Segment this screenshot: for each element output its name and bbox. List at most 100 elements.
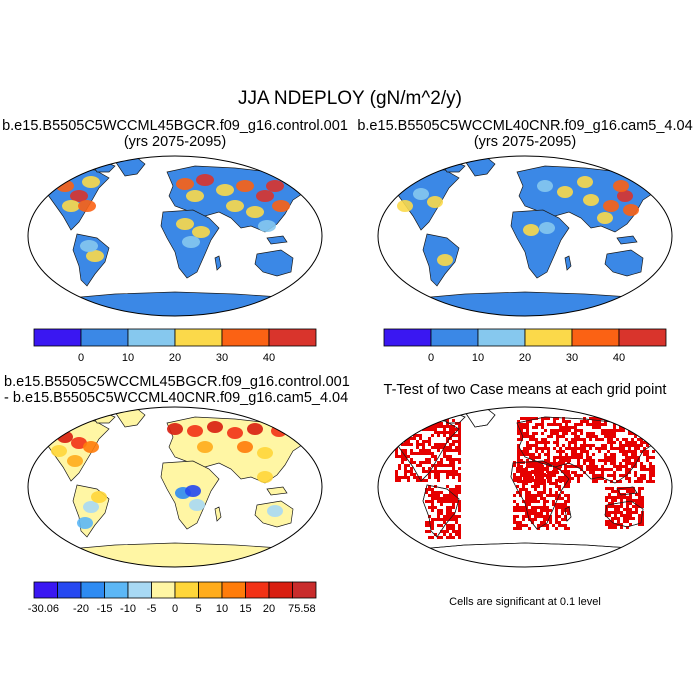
significant-cell: [452, 449, 455, 452]
significant-cell: [419, 461, 422, 464]
significant-cell: [534, 497, 537, 500]
significant-cell: [419, 434, 422, 437]
significant-cell: [543, 518, 546, 521]
significant-cell: [634, 453, 637, 456]
significant-cell: [422, 419, 425, 422]
field-patch: [227, 427, 243, 439]
significant-cell: [407, 431, 410, 434]
significant-cell: [592, 435, 595, 438]
field-patch: [91, 491, 107, 503]
colorbar-tick-label: -5: [147, 603, 157, 615]
significant-cell: [520, 465, 523, 468]
significant-cell: [622, 465, 625, 468]
significant-cell: [517, 462, 520, 465]
significant-cell: [564, 524, 567, 527]
significant-cell: [559, 450, 562, 453]
significant-cell: [610, 453, 613, 456]
land-an-shape: [394, 542, 654, 567]
significant-cell: [632, 490, 635, 493]
significant-cell: [535, 477, 538, 480]
field-patch: [196, 174, 214, 186]
significant-cell: [526, 459, 529, 462]
field-patch: [237, 441, 253, 453]
significant-cell: [550, 462, 553, 465]
significant-cell: [407, 479, 410, 482]
significant-cell: [452, 515, 455, 518]
significant-cell: [568, 465, 571, 468]
significant-cell: [455, 491, 458, 494]
significant-cell: [525, 515, 528, 518]
significant-cell: [428, 458, 431, 461]
significant-cell: [586, 435, 589, 438]
significant-cell: [562, 417, 565, 420]
significant-cell: [440, 512, 443, 515]
significant-cell: [649, 417, 652, 420]
significant-cell: [640, 420, 643, 423]
significant-cell: [520, 435, 523, 438]
significant-cell: [526, 423, 529, 426]
significant-cell: [553, 432, 556, 435]
significant-cell: [556, 444, 559, 447]
significant-cell: [631, 441, 634, 444]
significant-cell: [553, 468, 556, 471]
significant-cell: [641, 496, 644, 499]
significant-cell: [525, 488, 528, 491]
significant-cell: [592, 432, 595, 435]
significant-cell: [404, 467, 407, 470]
significant-cell: [434, 470, 437, 473]
significant-cell: [535, 423, 538, 426]
significant-cell: [431, 518, 434, 521]
colorbar-tick-label: 15: [239, 603, 251, 615]
significant-cell: [553, 429, 556, 432]
significant-cell: [577, 462, 580, 465]
significant-cell: [416, 428, 419, 431]
significant-cell: [535, 426, 538, 429]
significant-cell: [395, 449, 398, 452]
significant-cell: [523, 432, 526, 435]
significant-cell: [546, 467, 549, 470]
significant-cell: [534, 461, 537, 464]
significant-cell: [529, 471, 532, 474]
significant-cell: [519, 521, 522, 524]
significant-cell: [446, 458, 449, 461]
significant-cell: [528, 494, 531, 497]
significant-cell: [626, 496, 629, 499]
significant-cell: [577, 480, 580, 483]
significant-cell: [607, 441, 610, 444]
significant-cell: [522, 500, 525, 503]
significant-cell: [571, 453, 574, 456]
significant-cell: [410, 425, 413, 428]
significant-cell: [643, 450, 646, 453]
significant-cell: [446, 455, 449, 458]
significant-cell: [652, 480, 655, 483]
significant-cell: [589, 459, 592, 462]
significant-cell: [531, 464, 534, 467]
land-gr-shape: [112, 407, 146, 428]
significant-cell: [404, 458, 407, 461]
significant-cell: [422, 470, 425, 473]
significant-cell: [604, 429, 607, 432]
significant-cell: [613, 462, 616, 465]
significant-cell: [531, 494, 534, 497]
significant-cell: [549, 479, 552, 482]
land-gr-shape: [462, 156, 496, 177]
significant-cell: [626, 514, 629, 517]
significant-cell: [580, 450, 583, 453]
significant-cell: [395, 425, 398, 428]
significant-cell: [571, 471, 574, 474]
significant-cell: [546, 506, 549, 509]
significant-cell: [407, 455, 410, 458]
significant-cell: [574, 432, 577, 435]
significant-cell: [646, 435, 649, 438]
significant-cell: [458, 509, 461, 512]
significant-cell: [525, 482, 528, 485]
significant-cell: [544, 444, 547, 447]
significant-cell: [559, 429, 562, 432]
significant-cell: [567, 476, 570, 479]
significant-cell: [649, 465, 652, 468]
significant-cell: [419, 422, 422, 425]
field-patch: [186, 190, 204, 202]
significant-cell: [443, 425, 446, 428]
significant-cell: [520, 438, 523, 441]
significant-cell: [443, 464, 446, 467]
